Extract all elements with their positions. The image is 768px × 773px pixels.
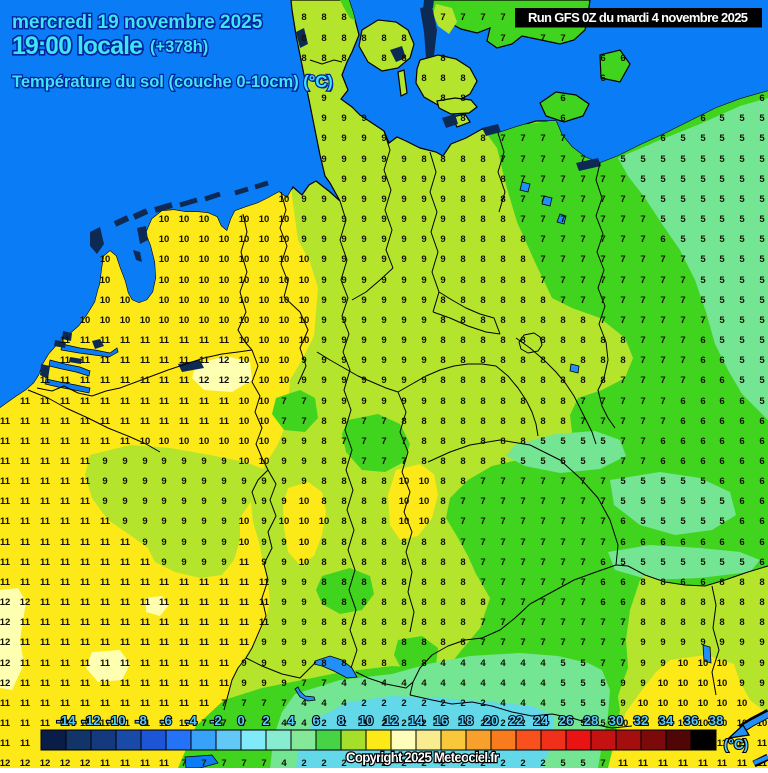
svg-text:32: 32 (634, 713, 649, 728)
svg-text:2: 2 (262, 713, 269, 728)
svg-text:30: 30 (609, 713, 624, 728)
svg-text:-12: -12 (81, 713, 100, 728)
svg-text:mercredi 19 novembre 2025: mercredi 19 novembre 2025 (13, 13, 264, 34)
svg-text:4: 4 (287, 713, 295, 728)
svg-text:10: 10 (359, 713, 374, 728)
svg-text:6: 6 (312, 713, 319, 728)
svg-text:-2: -2 (210, 713, 222, 728)
svg-text:14: 14 (409, 713, 424, 728)
svg-text:Température du sol (couche 0-1: Température du sol (couche 0-10cm) (°C) (12, 73, 333, 91)
svg-text:(+378h): (+378h) (150, 38, 208, 56)
svg-text:22: 22 (509, 713, 524, 728)
svg-text:0: 0 (237, 713, 244, 728)
svg-text:19:00 locale: 19:00 locale (13, 33, 144, 61)
svg-text:-14: -14 (56, 713, 76, 728)
svg-text:8: 8 (337, 713, 344, 728)
svg-text:26: 26 (559, 713, 574, 728)
svg-text:Copyright 2025 Meteociel.fr: Copyright 2025 Meteociel.fr (346, 750, 500, 765)
svg-text:-10: -10 (106, 713, 125, 728)
svg-text:34: 34 (659, 713, 674, 728)
svg-text:(+378h): (+378h) (151, 39, 209, 57)
svg-text:-8: -8 (135, 713, 147, 728)
svg-text:(°C): (°C) (724, 737, 748, 752)
svg-text:12: 12 (384, 713, 399, 728)
svg-text:20: 20 (484, 713, 499, 728)
svg-text:28: 28 (584, 713, 599, 728)
svg-text:19:00 locale: 19:00 locale (12, 32, 143, 60)
svg-text:-4: -4 (185, 713, 197, 728)
svg-text:18: 18 (459, 713, 474, 728)
svg-text:38: 38 (709, 713, 724, 728)
svg-text:24: 24 (534, 713, 549, 728)
svg-text:Température du sol (couche 0-1: Température du sol (couche 0-10cm) (°C) (13, 74, 334, 92)
svg-text:-6: -6 (160, 713, 172, 728)
svg-text:Run GFS 0Z du mardi 4 novembre: Run GFS 0Z du mardi 4 novembre 2025 (528, 10, 748, 25)
svg-text:16: 16 (434, 713, 449, 728)
svg-text:mercredi 19 novembre 2025: mercredi 19 novembre 2025 (12, 12, 263, 33)
svg-text:36: 36 (684, 713, 699, 728)
